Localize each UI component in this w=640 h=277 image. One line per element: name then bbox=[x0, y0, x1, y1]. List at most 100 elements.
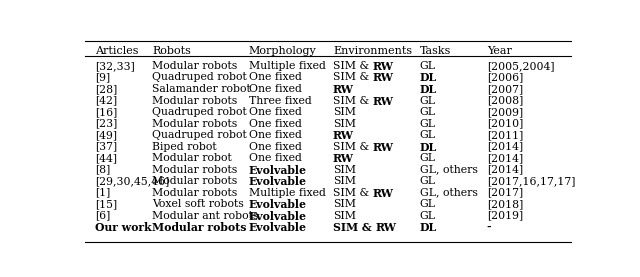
Text: [44]: [44] bbox=[95, 153, 117, 163]
Text: Evolvable: Evolvable bbox=[249, 199, 307, 210]
Text: Robots: Robots bbox=[152, 46, 191, 56]
Text: DL: DL bbox=[420, 84, 437, 95]
Text: Modular robots: Modular robots bbox=[152, 188, 237, 198]
Text: One fixed: One fixed bbox=[249, 119, 301, 129]
Text: SIM: SIM bbox=[333, 176, 356, 186]
Text: [2014]: [2014] bbox=[486, 153, 523, 163]
Text: Environments: Environments bbox=[333, 46, 412, 56]
Text: Salamander robot: Salamander robot bbox=[152, 84, 251, 94]
Text: SIM &: SIM & bbox=[333, 73, 372, 83]
Text: [16]: [16] bbox=[95, 107, 117, 117]
Text: [2007]: [2007] bbox=[486, 84, 523, 94]
Text: GL: GL bbox=[420, 61, 436, 71]
Text: Modular robots: Modular robots bbox=[152, 165, 237, 175]
Text: [2009]: [2009] bbox=[486, 107, 523, 117]
Text: [2014]: [2014] bbox=[486, 142, 523, 152]
Text: Quadruped robot: Quadruped robot bbox=[152, 107, 246, 117]
Text: Evolvable: Evolvable bbox=[249, 165, 307, 176]
Text: SIM &: SIM & bbox=[333, 61, 372, 71]
Text: SIM: SIM bbox=[333, 119, 356, 129]
Text: GL, others: GL, others bbox=[420, 165, 477, 175]
Text: DL: DL bbox=[420, 222, 437, 233]
Text: [2006]: [2006] bbox=[486, 73, 523, 83]
Text: Modular robots: Modular robots bbox=[152, 222, 246, 233]
Text: GL: GL bbox=[420, 199, 436, 209]
Text: SIM: SIM bbox=[333, 165, 356, 175]
Text: RW: RW bbox=[333, 130, 354, 141]
Text: [23]: [23] bbox=[95, 119, 117, 129]
Text: [32,33]: [32,33] bbox=[95, 61, 134, 71]
Text: SIM: SIM bbox=[333, 107, 356, 117]
Text: SIM: SIM bbox=[333, 199, 356, 209]
Text: Three fixed: Three fixed bbox=[249, 96, 312, 106]
Text: [9]: [9] bbox=[95, 73, 110, 83]
Text: [6]: [6] bbox=[95, 211, 110, 221]
Text: [2010]: [2010] bbox=[486, 119, 523, 129]
Text: GL: GL bbox=[420, 211, 436, 221]
Text: RW: RW bbox=[372, 96, 394, 107]
Text: Modular robots: Modular robots bbox=[152, 176, 237, 186]
Text: [1]: [1] bbox=[95, 188, 110, 198]
Text: Modular robots: Modular robots bbox=[152, 119, 237, 129]
Text: [2011]: [2011] bbox=[486, 130, 523, 140]
Text: Voxel soft robots: Voxel soft robots bbox=[152, 199, 244, 209]
Text: DL: DL bbox=[420, 73, 437, 83]
Text: [29,30,45,46]: [29,30,45,46] bbox=[95, 176, 169, 186]
Text: Tasks: Tasks bbox=[420, 46, 451, 56]
Text: One fixed: One fixed bbox=[249, 153, 301, 163]
Text: One fixed: One fixed bbox=[249, 73, 301, 83]
Text: [8]: [8] bbox=[95, 165, 110, 175]
Text: GL: GL bbox=[420, 107, 436, 117]
Text: Evolvable: Evolvable bbox=[249, 176, 307, 187]
Text: Year: Year bbox=[486, 46, 511, 56]
Text: GL: GL bbox=[420, 119, 436, 129]
Text: [2019]: [2019] bbox=[486, 211, 523, 221]
Text: [2017,16,17,17]: [2017,16,17,17] bbox=[486, 176, 575, 186]
Text: [42]: [42] bbox=[95, 96, 117, 106]
Text: RW: RW bbox=[333, 153, 354, 164]
Text: Modular robot: Modular robot bbox=[152, 153, 232, 163]
Text: [2005,2004]: [2005,2004] bbox=[486, 61, 554, 71]
Text: [2018]: [2018] bbox=[486, 199, 523, 209]
Text: RW: RW bbox=[372, 142, 394, 153]
Text: RW: RW bbox=[375, 222, 396, 233]
Text: Modular ant robots: Modular ant robots bbox=[152, 211, 259, 221]
Text: RW: RW bbox=[372, 61, 394, 72]
Text: Modular robots: Modular robots bbox=[152, 96, 237, 106]
Text: [2017]: [2017] bbox=[486, 188, 523, 198]
Text: SIM &: SIM & bbox=[333, 188, 372, 198]
Text: Our work: Our work bbox=[95, 222, 152, 233]
Text: SIM: SIM bbox=[333, 211, 356, 221]
Text: [2014]: [2014] bbox=[486, 165, 523, 175]
Text: [15]: [15] bbox=[95, 199, 117, 209]
Text: Articles: Articles bbox=[95, 46, 138, 56]
Text: Biped robot: Biped robot bbox=[152, 142, 216, 152]
Text: Modular robots: Modular robots bbox=[152, 61, 237, 71]
Text: SIM &: SIM & bbox=[333, 222, 375, 233]
Text: DL: DL bbox=[420, 142, 437, 153]
Text: Quadruped robot: Quadruped robot bbox=[152, 73, 246, 83]
Text: [49]: [49] bbox=[95, 130, 117, 140]
Text: GL: GL bbox=[420, 176, 436, 186]
Text: GL: GL bbox=[420, 130, 436, 140]
Text: [2008]: [2008] bbox=[486, 96, 523, 106]
Text: -: - bbox=[486, 222, 492, 233]
Text: Quadruped robot: Quadruped robot bbox=[152, 130, 246, 140]
Text: Multiple fixed: Multiple fixed bbox=[249, 61, 326, 71]
Text: GL: GL bbox=[420, 96, 436, 106]
Text: One fixed: One fixed bbox=[249, 84, 301, 94]
Text: [37]: [37] bbox=[95, 142, 117, 152]
Text: Evolvable: Evolvable bbox=[249, 222, 307, 233]
Text: SIM &: SIM & bbox=[333, 142, 372, 152]
Text: RW: RW bbox=[333, 84, 354, 95]
Text: Morphology: Morphology bbox=[249, 46, 316, 56]
Text: RW: RW bbox=[372, 73, 394, 83]
Text: Evolvable: Evolvable bbox=[249, 211, 307, 222]
Text: One fixed: One fixed bbox=[249, 142, 301, 152]
Text: [28]: [28] bbox=[95, 84, 117, 94]
Text: One fixed: One fixed bbox=[249, 130, 301, 140]
Text: SIM &: SIM & bbox=[333, 96, 372, 106]
Text: GL, others: GL, others bbox=[420, 188, 477, 198]
Text: One fixed: One fixed bbox=[249, 107, 301, 117]
Text: Multiple fixed: Multiple fixed bbox=[249, 188, 326, 198]
